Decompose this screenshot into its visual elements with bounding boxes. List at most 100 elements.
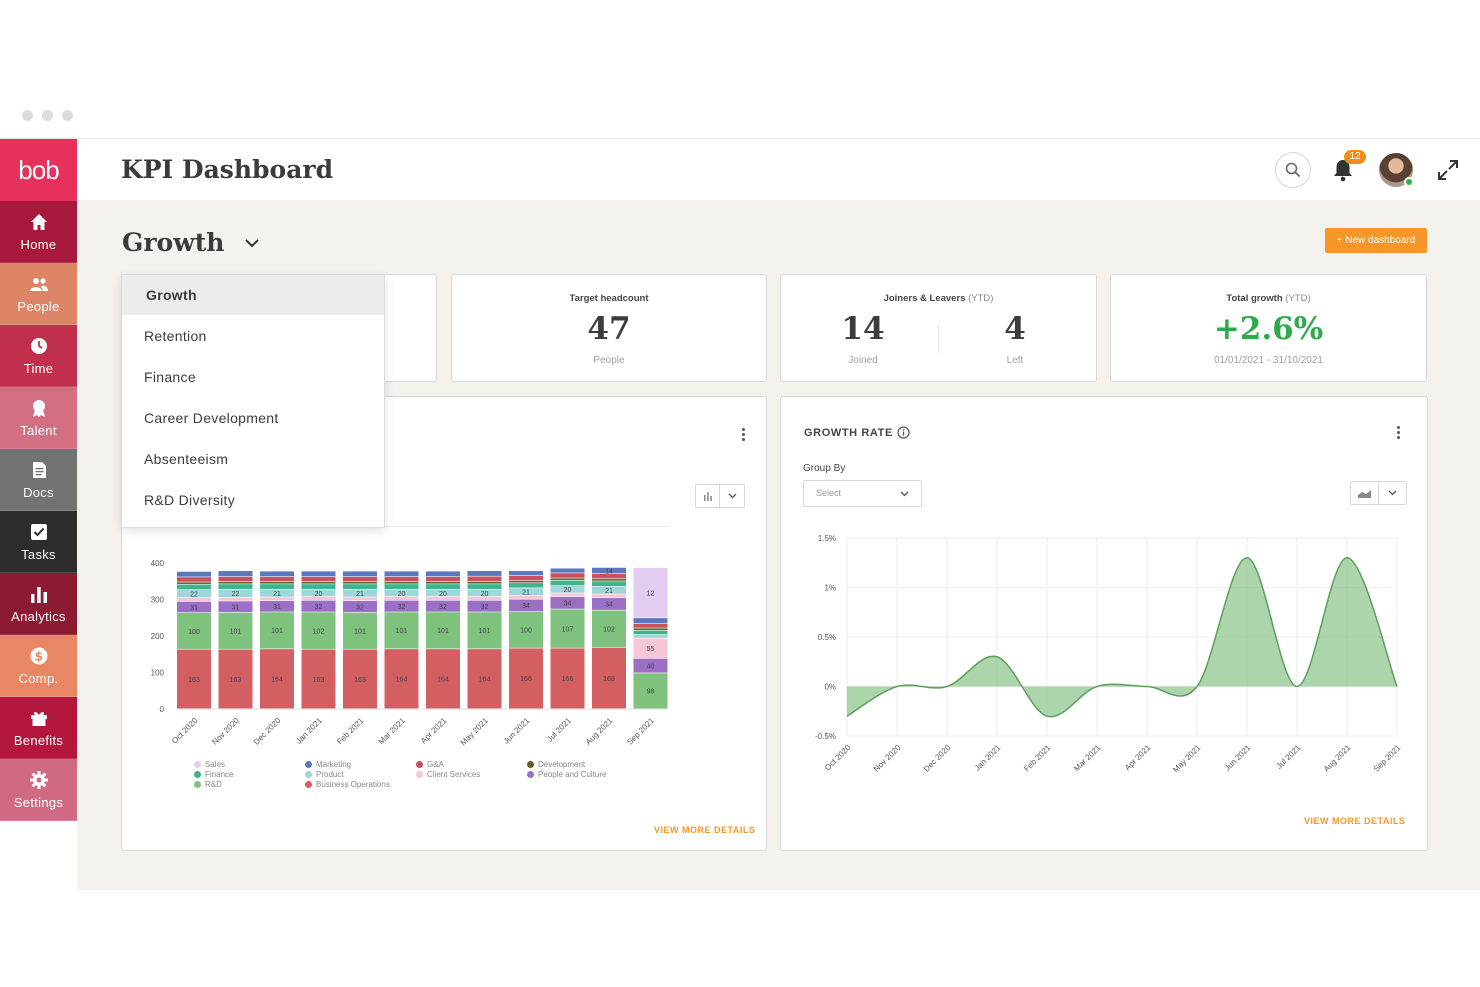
bar-segment[interactable]: [509, 648, 543, 709]
sidebar-item-tasks[interactable]: Tasks: [0, 511, 77, 573]
bar-segment[interactable]: [218, 576, 253, 582]
chevron-down-icon[interactable]: [243, 236, 261, 250]
bar-segment[interactable]: [509, 595, 543, 599]
bar-segment[interactable]: [384, 649, 419, 709]
bar-segment[interactable]: [509, 580, 543, 583]
series-line[interactable]: [846, 557, 1398, 718]
bar-segment[interactable]: [509, 583, 543, 588]
bar-segment[interactable]: [384, 584, 419, 590]
bar-segment[interactable]: [301, 612, 336, 649]
sidebar-item-home[interactable]: Home: [0, 201, 77, 263]
bar-segment[interactable]: [384, 576, 419, 582]
chart-type-toggle[interactable]: [695, 484, 745, 508]
bar-segment[interactable]: [301, 596, 336, 600]
bar-segment[interactable]: [550, 585, 585, 593]
bar-segment[interactable]: [177, 584, 211, 590]
bar-segment[interactable]: [550, 593, 585, 597]
search-button[interactable]: [1275, 152, 1311, 188]
bar-segment[interactable]: [260, 612, 294, 649]
bar-segment[interactable]: [633, 630, 668, 635]
sidebar-item-benefits[interactable]: Benefits: [0, 697, 77, 759]
bar-segment[interactable]: [177, 571, 211, 577]
sidebar-item-talent[interactable]: Talent: [0, 387, 77, 449]
dropdown-item[interactable]: Retention: [144, 327, 207, 344]
bar-segment[interactable]: [426, 584, 460, 590]
bar-segment[interactable]: [260, 600, 294, 612]
bar-segment[interactable]: [426, 649, 460, 709]
bar-segment[interactable]: [633, 567, 668, 618]
expand-icon[interactable]: [1437, 159, 1459, 181]
group-by-select[interactable]: Select: [803, 480, 922, 507]
dropdown-item[interactable]: Finance: [144, 368, 196, 385]
bar-segment[interactable]: [467, 571, 502, 576]
bar-segment[interactable]: [301, 600, 336, 612]
info-icon[interactable]: [897, 426, 910, 439]
bar-segment[interactable]: [218, 649, 253, 709]
bar-segment[interactable]: [509, 588, 543, 596]
bar-segment[interactable]: [550, 573, 585, 578]
bar-segment[interactable]: [260, 584, 294, 590]
kebab-menu-icon[interactable]: [1397, 426, 1401, 440]
bar-segment[interactable]: [633, 634, 668, 638]
chevron-down-icon[interactable]: [1379, 482, 1406, 504]
bar-segment[interactable]: [343, 597, 377, 601]
bar-segment[interactable]: [260, 576, 294, 582]
bar-segment[interactable]: [633, 658, 668, 673]
bar-segment[interactable]: [550, 609, 585, 648]
legend-item[interactable]: Development: [527, 759, 607, 769]
bar-segment[interactable]: [384, 589, 419, 597]
sidebar-item-analytics[interactable]: Analytics: [0, 573, 77, 635]
bar-segment[interactable]: [343, 649, 377, 709]
sidebar-item-comp[interactable]: $ Comp.: [0, 635, 77, 697]
bar-segment[interactable]: [218, 581, 253, 584]
legend-item[interactable]: Product: [305, 769, 390, 779]
bar-segment[interactable]: [426, 589, 460, 597]
bar-segment[interactable]: [301, 576, 336, 582]
section-title[interactable]: Growth: [122, 228, 225, 257]
bar-segment[interactable]: [592, 567, 626, 574]
sidebar-item-docs[interactable]: Docs: [0, 449, 77, 511]
bar-segment[interactable]: [550, 596, 585, 609]
kebab-menu-icon[interactable]: [742, 428, 746, 442]
bar-segment[interactable]: [633, 623, 668, 628]
legend-item[interactable]: Business Operations: [305, 779, 390, 789]
bar-segment[interactable]: [467, 600, 502, 612]
bar-segment[interactable]: [592, 647, 626, 709]
bar-segment[interactable]: [467, 589, 502, 597]
legend-item[interactable]: G&A: [416, 759, 480, 769]
bar-segment[interactable]: [177, 613, 211, 649]
chart-type-toggle[interactable]: [1350, 481, 1407, 505]
bar-segment[interactable]: [467, 596, 502, 600]
bar-segment[interactable]: [343, 600, 377, 613]
bar-segment[interactable]: [467, 649, 502, 709]
bar-segment[interactable]: [384, 571, 419, 577]
bar-segment[interactable]: [177, 601, 211, 613]
bar-segment[interactable]: [343, 584, 377, 590]
bar-segment[interactable]: [260, 649, 294, 709]
bar-segment[interactable]: [633, 618, 668, 624]
legend-item[interactable]: Sales: [194, 759, 233, 769]
chevron-down-icon[interactable]: [720, 485, 744, 507]
bar-segment[interactable]: [592, 594, 626, 598]
bar-segment[interactable]: [177, 649, 211, 709]
bar-segment[interactable]: [426, 581, 460, 584]
bar-segment[interactable]: [260, 589, 294, 597]
bar-segment[interactable]: [633, 638, 668, 659]
dropdown-item[interactable]: R&D Diversity: [144, 491, 236, 508]
bar-segment[interactable]: [301, 581, 336, 584]
bar-segment[interactable]: [218, 597, 253, 601]
bar-segment[interactable]: [384, 581, 419, 584]
bar-segment[interactable]: [384, 600, 419, 612]
bar-segment[interactable]: [384, 612, 419, 649]
bar-segment[interactable]: [343, 612, 377, 649]
bar-segment[interactable]: [633, 628, 668, 630]
bar-segment[interactable]: [426, 596, 460, 600]
bar-segment[interactable]: [301, 571, 336, 577]
dropdown-item[interactable]: Absenteeism: [144, 450, 229, 467]
bar-segment[interactable]: [426, 576, 460, 582]
bar-segment[interactable]: [467, 584, 502, 590]
legend-item[interactable]: Finance: [194, 769, 233, 779]
dropdown-item[interactable]: Career Development: [144, 409, 279, 426]
bar-segment[interactable]: [218, 571, 253, 577]
bar-segment[interactable]: [426, 600, 460, 612]
